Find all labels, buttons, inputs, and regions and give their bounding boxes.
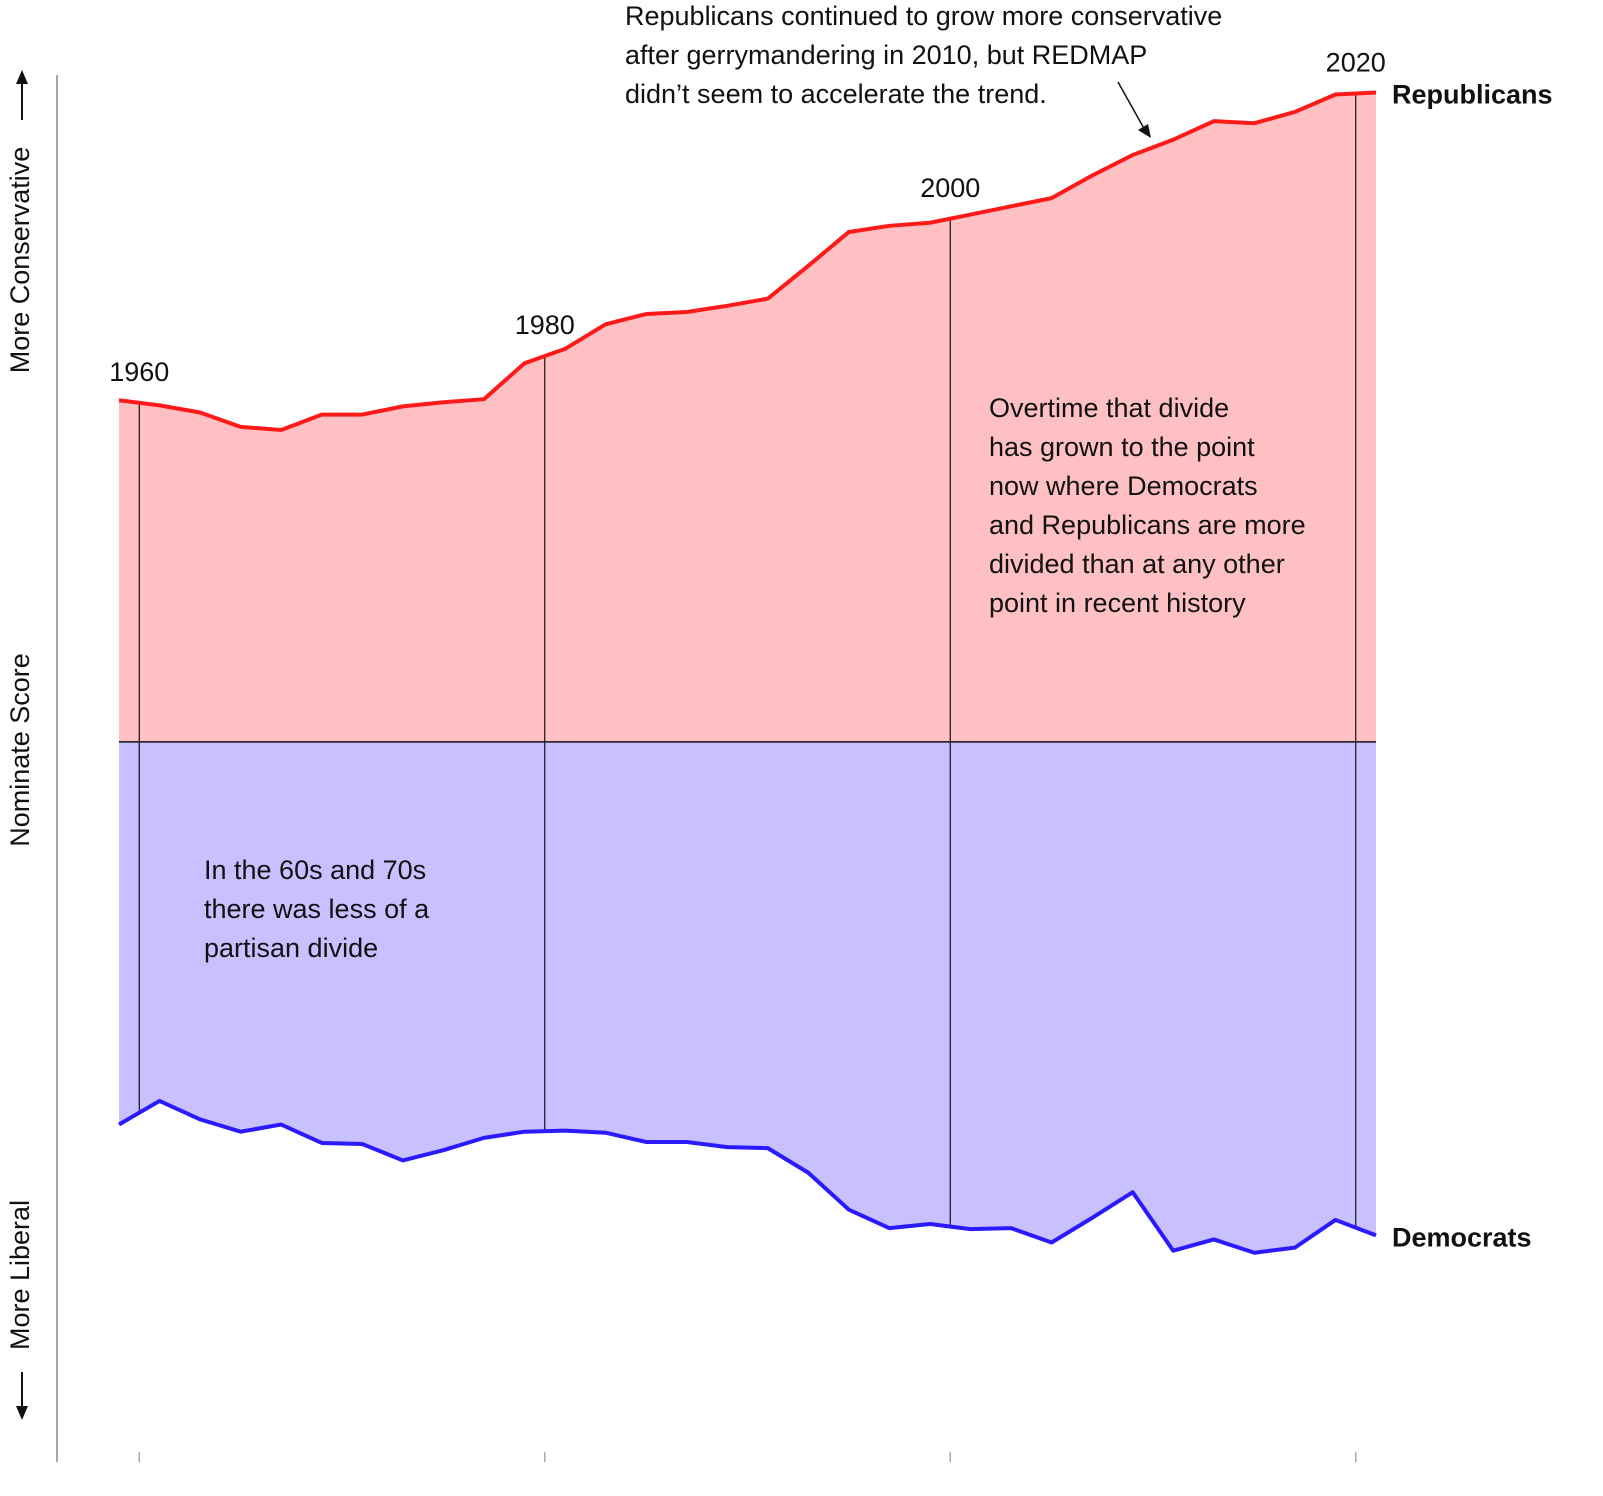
x-tick-label: 1980 (515, 310, 575, 340)
annotation: partisan divide (204, 933, 378, 963)
area-fill (119, 741, 1376, 1253)
annotation: there was less of a (204, 894, 430, 924)
annotation: Overtime that divide (989, 393, 1229, 423)
annotation-arrow (1117, 81, 1151, 138)
x-tick-label: 2000 (920, 173, 980, 203)
annotation: now where Democrats (989, 471, 1258, 501)
annotation: after gerrymandering in 2010, but REDMAP (625, 40, 1147, 70)
annotation: has grown to the point (989, 432, 1255, 462)
x-tick-label: 1960 (109, 357, 169, 387)
annotation: didn’t seem to accelerate the trend. (625, 79, 1047, 109)
y-bottom-label: More Liberal (5, 1200, 35, 1350)
up-arrow (16, 70, 28, 120)
series-line (118, 90, 1377, 432)
area-fill (119, 92, 1376, 742)
y-axis-label: Nominate Score (5, 653, 35, 847)
annotation: Republicans continued to grow more conse… (625, 1, 1222, 31)
series-label: Republicans (1392, 80, 1553, 110)
x-tick-label: 2020 (1326, 48, 1386, 78)
down-arrow (16, 1372, 28, 1420)
series-line (117, 1098, 1377, 1255)
annotation: and Republicans are more (989, 510, 1306, 540)
annotation: point in recent history (989, 588, 1246, 618)
y-top-label: More Conservative (5, 147, 35, 374)
annotation: In the 60s and 70s (204, 855, 426, 885)
series-label: Democrats (1392, 1222, 1532, 1252)
annotation: divided than at any other (989, 549, 1285, 579)
